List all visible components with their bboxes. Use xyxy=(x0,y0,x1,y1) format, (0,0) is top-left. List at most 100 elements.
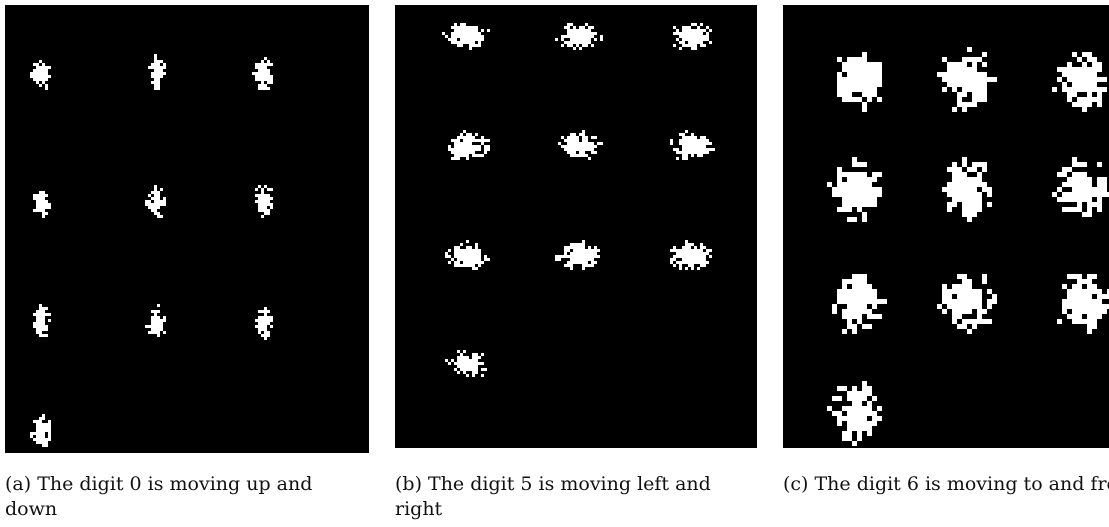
pixel xyxy=(682,261,685,264)
pixel xyxy=(267,87,270,90)
pixel xyxy=(472,255,475,258)
pixel xyxy=(564,252,567,255)
pixel xyxy=(1067,207,1072,212)
pixel xyxy=(475,255,478,258)
pixel xyxy=(264,72,267,75)
pixel xyxy=(594,252,597,255)
pixel xyxy=(564,145,567,148)
pixel xyxy=(673,246,676,249)
pixel xyxy=(842,172,847,177)
pixel xyxy=(582,264,585,267)
pixel xyxy=(591,249,594,252)
pixel xyxy=(957,284,962,289)
pixel xyxy=(42,322,45,325)
pixel xyxy=(594,145,597,148)
pixel xyxy=(270,63,273,66)
pixel xyxy=(688,35,691,38)
pixel xyxy=(977,57,982,62)
pixel xyxy=(679,47,682,50)
pixel xyxy=(837,289,842,294)
pixel xyxy=(475,32,478,35)
pixel xyxy=(442,32,445,35)
pixel xyxy=(487,148,490,151)
pixel xyxy=(460,136,463,139)
pixel xyxy=(460,243,463,246)
pixel xyxy=(157,322,160,325)
pixel xyxy=(163,72,166,75)
pixel xyxy=(1092,284,1097,289)
pixel xyxy=(957,314,962,319)
pixel xyxy=(478,264,481,267)
pixel xyxy=(1077,202,1082,207)
pixel xyxy=(972,289,977,294)
pixel xyxy=(558,258,561,261)
pixel xyxy=(682,139,685,142)
pixel xyxy=(39,423,42,426)
pixel xyxy=(151,206,154,209)
pixel xyxy=(45,200,48,203)
pixel xyxy=(972,294,977,299)
pixel xyxy=(570,255,573,258)
pixel xyxy=(700,246,703,249)
pixel xyxy=(957,62,962,67)
pixel xyxy=(1072,192,1077,197)
pixel xyxy=(466,374,469,377)
pixel xyxy=(1082,309,1087,314)
pixel xyxy=(151,322,154,325)
pixel xyxy=(957,294,962,299)
pixel xyxy=(694,35,697,38)
pixel xyxy=(258,200,261,203)
pixel xyxy=(700,145,703,148)
pixel xyxy=(570,243,573,246)
pixel xyxy=(454,38,457,41)
pixel xyxy=(451,35,454,38)
pixel xyxy=(862,107,867,112)
pixel xyxy=(39,319,42,322)
pixel xyxy=(847,391,852,396)
pixel xyxy=(573,148,576,151)
pixel xyxy=(1087,202,1092,207)
pixel xyxy=(1062,309,1067,314)
pixel xyxy=(1087,299,1092,304)
pixel xyxy=(697,32,700,35)
pixel xyxy=(857,202,862,207)
pixel xyxy=(679,252,682,255)
pixel xyxy=(1082,294,1087,299)
pixel xyxy=(567,261,570,264)
pixel xyxy=(39,69,42,72)
pixel xyxy=(1072,207,1077,212)
pixel xyxy=(258,72,261,75)
pixel xyxy=(862,309,867,314)
pixel xyxy=(451,157,454,160)
pixel xyxy=(582,139,585,142)
pixel xyxy=(1092,57,1097,62)
pixel xyxy=(475,365,478,368)
pixel xyxy=(33,194,36,197)
pixel xyxy=(157,63,160,66)
pixel xyxy=(594,255,597,258)
pixel xyxy=(862,87,867,92)
pixel xyxy=(872,304,877,309)
pixel xyxy=(1087,72,1092,77)
pixel xyxy=(463,249,466,252)
pixel xyxy=(706,142,709,145)
pixel xyxy=(258,328,261,331)
pixel xyxy=(1092,304,1097,309)
pixel xyxy=(1087,187,1092,192)
pixel xyxy=(582,267,585,270)
pixel xyxy=(261,328,264,331)
pixel xyxy=(148,200,151,203)
pixel xyxy=(478,261,481,264)
pixel xyxy=(697,139,700,142)
pixel xyxy=(962,319,967,324)
pixel xyxy=(691,139,694,142)
pixel xyxy=(469,264,472,267)
pixel xyxy=(466,258,469,261)
digit-frame xyxy=(832,274,887,334)
pixel xyxy=(42,307,45,310)
pixel xyxy=(857,67,862,72)
pixel xyxy=(837,177,842,182)
pixel xyxy=(576,261,579,264)
pixel xyxy=(842,87,847,92)
pixel xyxy=(463,41,466,44)
